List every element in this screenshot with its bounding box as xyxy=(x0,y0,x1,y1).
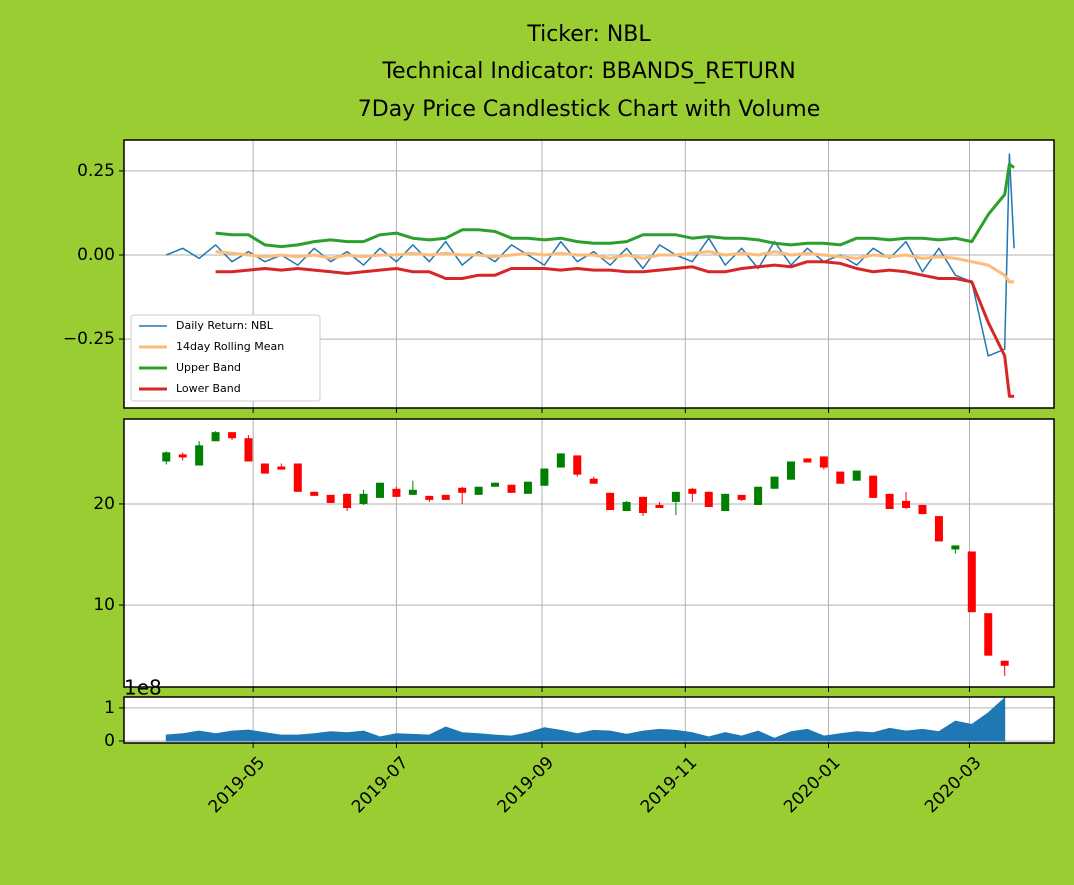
candle-body xyxy=(639,496,648,514)
candle-body xyxy=(228,432,237,439)
candle-body xyxy=(458,487,467,493)
candle-body xyxy=(375,482,384,498)
y-tick-label: 1 xyxy=(104,698,115,718)
legend-box xyxy=(130,314,321,402)
candle-body xyxy=(770,476,779,489)
legend-label: 14day Rolling Mean xyxy=(176,340,284,353)
candle-body xyxy=(589,478,598,484)
plot-frame xyxy=(123,139,1055,409)
y-tick-label: −0.25 xyxy=(63,329,115,349)
plot-area xyxy=(124,419,1054,687)
legend-label: Lower Band xyxy=(176,382,241,395)
candle-body xyxy=(474,486,483,495)
candle-body xyxy=(211,432,220,442)
candle-body xyxy=(852,470,861,481)
candle-body xyxy=(277,466,286,470)
candle-body xyxy=(260,463,269,474)
y-tick-label: 10 xyxy=(93,595,115,615)
candle-body xyxy=(737,494,746,500)
candle-body xyxy=(491,482,500,487)
candle-body xyxy=(967,551,976,613)
candle-body xyxy=(1000,660,1009,666)
plot-frame xyxy=(123,418,1055,688)
candle-body xyxy=(934,516,943,542)
candle-body xyxy=(721,493,730,512)
candle-body xyxy=(425,495,434,500)
candle-body xyxy=(507,484,516,493)
candle-body xyxy=(819,456,828,468)
candle-body xyxy=(392,488,401,497)
legend-label: Upper Band xyxy=(176,361,241,374)
candle-body xyxy=(359,493,368,504)
candle-body xyxy=(343,493,352,508)
candle-body xyxy=(573,455,582,475)
candle-body xyxy=(310,491,319,496)
y-tick-label: 20 xyxy=(93,494,115,514)
candle-body xyxy=(869,475,878,498)
candle-body xyxy=(293,463,302,492)
candle-body xyxy=(178,454,187,458)
candle-body xyxy=(885,493,894,510)
candle-body xyxy=(606,492,615,511)
candle-body xyxy=(836,471,845,484)
plot-background xyxy=(124,419,1054,687)
candle-body xyxy=(984,613,993,656)
candle-body xyxy=(622,501,631,512)
candle-body xyxy=(655,504,664,508)
candle-body xyxy=(786,461,795,480)
candle-body xyxy=(326,494,335,503)
candle-body xyxy=(671,491,680,502)
candle-body xyxy=(162,452,171,462)
candle-body xyxy=(754,486,763,505)
y-tick-label: 0.00 xyxy=(77,245,115,265)
candle-body xyxy=(688,488,697,494)
title-line: Ticker: NBL xyxy=(526,22,651,47)
candle-body xyxy=(704,491,713,507)
candle-body xyxy=(408,489,417,495)
candle-body xyxy=(918,504,927,515)
plot-frame xyxy=(123,696,1055,744)
candle-body xyxy=(951,545,960,550)
axis-offset-text: 1e8 xyxy=(124,676,162,700)
candle-body xyxy=(803,458,812,463)
volume-area xyxy=(165,697,1006,742)
plot-area xyxy=(124,697,1054,743)
candle-body xyxy=(902,500,911,508)
title-line: Technical Indicator: BBANDS_RETURN xyxy=(381,59,795,84)
series-line xyxy=(215,162,1015,249)
series-line xyxy=(215,250,1015,284)
candle-body xyxy=(244,438,253,462)
legend-label: Daily Return: NBL xyxy=(176,319,274,332)
candle-body xyxy=(540,468,549,486)
candle-body xyxy=(523,481,532,494)
title-line: 7Day Price Candlestick Chart with Volume xyxy=(358,97,820,122)
y-tick-label: 0 xyxy=(104,731,115,751)
candle-body xyxy=(441,494,450,500)
plot-area xyxy=(124,140,1054,408)
candle-body xyxy=(556,453,565,468)
y-tick-label: 0.25 xyxy=(77,161,115,181)
candle-body xyxy=(195,445,204,466)
series-line xyxy=(215,260,1015,398)
